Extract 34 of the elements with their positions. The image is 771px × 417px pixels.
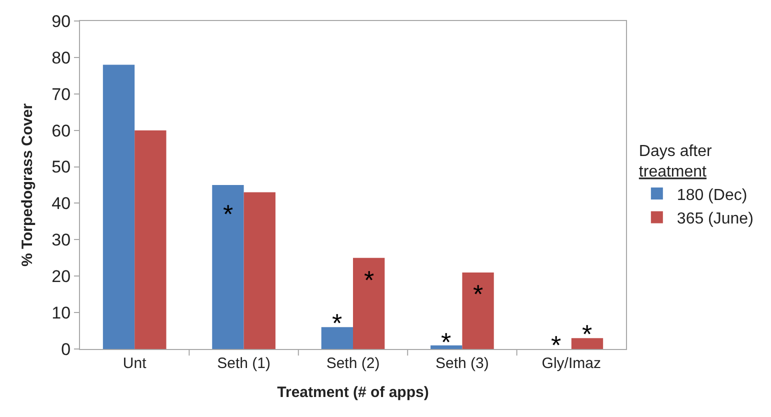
legend-title: Days after treatment bbox=[638, 142, 713, 181]
bar bbox=[102, 64, 135, 349]
bar bbox=[321, 327, 353, 349]
x-axis-title: Treatment (# of apps) bbox=[277, 384, 429, 401]
y-tick-label: 40 bbox=[52, 194, 71, 214]
annotation: * bbox=[223, 199, 234, 229]
y-tick-label: 60 bbox=[52, 121, 71, 140]
annotation: * bbox=[441, 327, 452, 357]
x-tick-label: Unt bbox=[122, 355, 148, 372]
annotation: * bbox=[364, 265, 374, 295]
bar bbox=[462, 272, 494, 349]
y-axis-title: % Torpedograss Cover bbox=[18, 103, 36, 267]
y-tick-label: 0 bbox=[61, 340, 71, 359]
y-tick-label: 50 bbox=[52, 158, 71, 177]
bar bbox=[353, 258, 385, 349]
x-tick-label: Seth (3) bbox=[436, 355, 489, 372]
legend-label: 365 (June) bbox=[676, 210, 754, 228]
bar bbox=[430, 345, 462, 349]
y-tick-label: 10 bbox=[52, 304, 71, 323]
bar bbox=[212, 185, 244, 349]
bar bbox=[571, 338, 604, 349]
x-tick-label: Seth (1) bbox=[217, 355, 270, 372]
bar bbox=[134, 130, 166, 349]
annotation: * bbox=[473, 279, 484, 309]
y-tick-label: 80 bbox=[52, 48, 71, 68]
legend-label: 180 (Dec) bbox=[676, 186, 748, 204]
y-tick-label: 70 bbox=[52, 84, 71, 104]
bar bbox=[244, 192, 276, 349]
x-tick-label: Seth (2) bbox=[326, 355, 380, 372]
y-tick-label: 90 bbox=[52, 12, 71, 31]
y-tick-label: 30 bbox=[52, 230, 71, 250]
annotation: * bbox=[332, 308, 342, 338]
y-tick-label: 20 bbox=[52, 267, 71, 286]
annotation: * bbox=[582, 319, 592, 349]
